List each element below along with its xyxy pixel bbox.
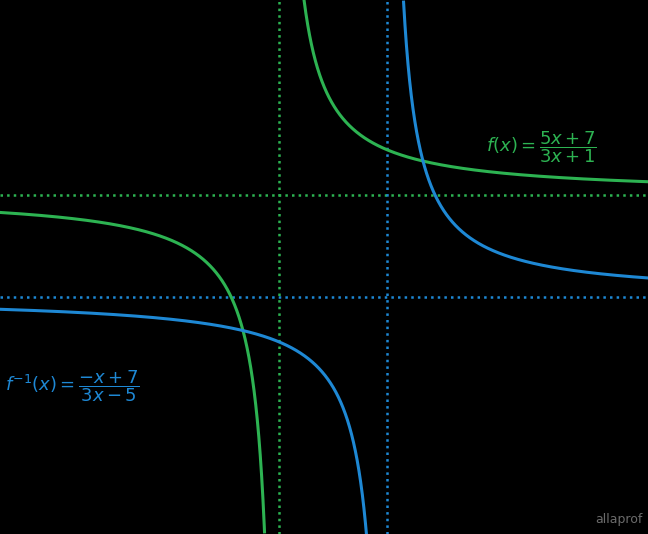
Text: $f(x) = \dfrac{5x + 7}{3x + 1}$: $f(x) = \dfrac{5x + 7}{3x + 1}$: [486, 130, 597, 166]
Text: $f^{-1}(x) = \dfrac{-x + 7}{3x - 5}$: $f^{-1}(x) = \dfrac{-x + 7}{3x - 5}$: [5, 368, 140, 404]
Text: allaprof: allaprof: [596, 513, 643, 527]
